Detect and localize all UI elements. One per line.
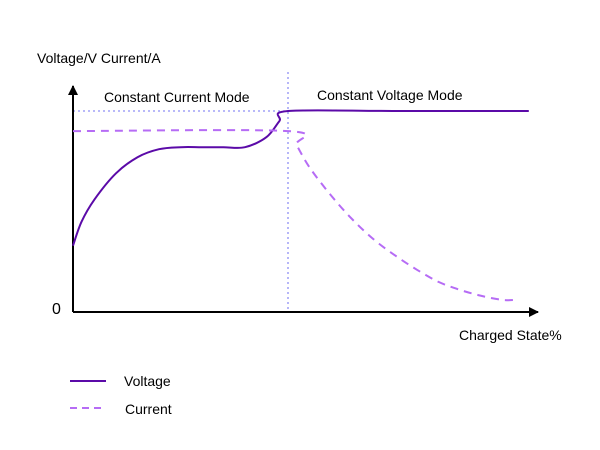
legend-voltage-label: Voltage [124, 373, 171, 389]
constant-voltage-annotation: Constant Voltage Mode [317, 87, 463, 103]
constant-current-annotation: Constant Current Mode [104, 89, 250, 105]
legend: Voltage Current [70, 373, 172, 417]
voltage-series-line [72, 109, 529, 247]
series-layer [72, 109, 529, 302]
current-series-line [72, 129, 516, 302]
reference-lines [73, 72, 289, 312]
origin-label: 0 [52, 301, 61, 318]
legend-current-label: Current [125, 401, 172, 417]
x-axis-label: Charged State% [459, 327, 562, 343]
y-axis-label: Voltage/V Current/A [37, 50, 161, 66]
